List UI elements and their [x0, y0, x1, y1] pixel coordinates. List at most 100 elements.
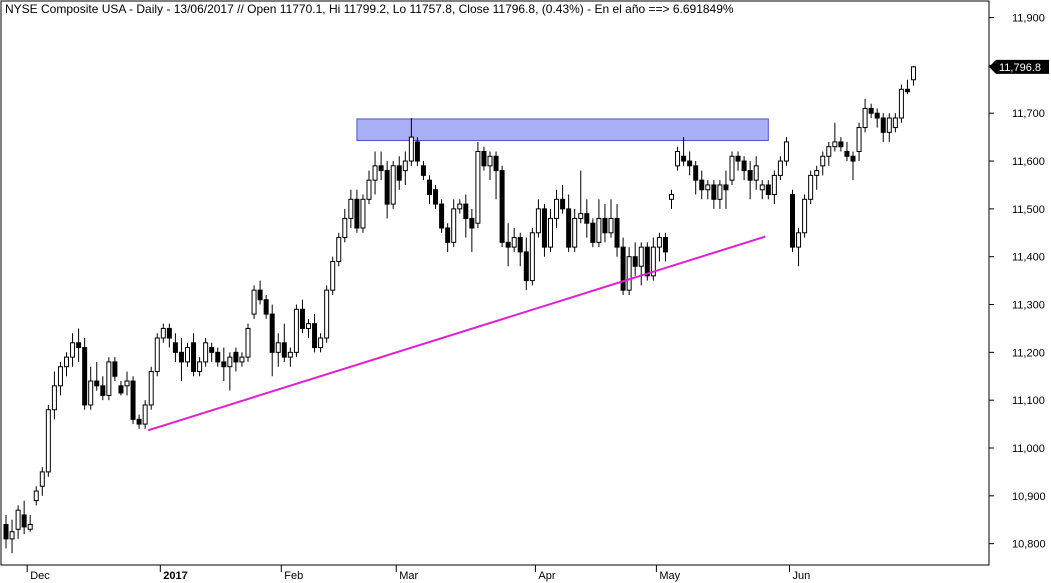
- candle-body-up: [573, 218, 577, 247]
- candle: [131, 376, 135, 424]
- candle: [476, 142, 480, 228]
- candle-body-up: [228, 357, 232, 367]
- candle-body-down: [905, 89, 909, 91]
- candle-body-up: [609, 218, 613, 232]
- candle-body-up: [325, 290, 329, 338]
- candle: [246, 324, 250, 362]
- candle-body-down: [748, 171, 752, 181]
- candle-body-down: [179, 352, 183, 362]
- candle-body-up: [887, 118, 891, 132]
- candle-body-down: [839, 142, 843, 147]
- y-tick-label: 10,900: [1012, 491, 1046, 503]
- candle-body-up: [186, 348, 190, 362]
- candle-body-up: [349, 199, 353, 218]
- candle-body-down: [567, 209, 571, 247]
- candle: [803, 195, 807, 238]
- candle: [155, 333, 159, 376]
- candle-body-up: [833, 142, 837, 147]
- candle-body-up: [246, 328, 250, 357]
- candle-body-down: [633, 257, 637, 267]
- candle-body-down: [591, 223, 595, 242]
- candle-body-down: [131, 381, 135, 419]
- candle-body-down: [77, 343, 81, 348]
- x-tick-label: 2017: [163, 570, 187, 582]
- candle-body-up: [34, 491, 38, 501]
- candle-body-down: [222, 362, 226, 367]
- y-tick-label: 11,400: [1012, 252, 1045, 264]
- candle-body-up: [657, 238, 661, 248]
- candle: [107, 357, 111, 400]
- candle-body-up: [125, 381, 129, 386]
- x-tick-label: Mar: [399, 570, 418, 582]
- candle: [361, 195, 365, 233]
- candle-body-up: [155, 338, 159, 371]
- candle-body-up: [252, 290, 256, 314]
- y-tick-label: 10,800: [1012, 539, 1046, 551]
- candle-body-up: [706, 185, 710, 190]
- candle-body-up: [536, 209, 540, 233]
- candle-body-down: [234, 352, 238, 362]
- candle-body-up: [40, 472, 44, 486]
- candle-body-up: [912, 67, 916, 80]
- resistance-zone: [357, 119, 768, 141]
- candle-body-up: [367, 180, 371, 199]
- candle-body-down: [518, 238, 522, 252]
- candle-body-down: [494, 156, 498, 170]
- candle-body-up: [58, 367, 62, 386]
- chart-title: NYSE Composite USA - Daily - 13/06/2017 …: [5, 2, 734, 16]
- candle-body-up: [772, 175, 776, 194]
- candle-body-up: [809, 175, 813, 199]
- candle-body-down: [736, 156, 740, 161]
- candle-body-down: [791, 195, 795, 248]
- candle-body-down: [192, 343, 196, 372]
- y-tick-label: 11,200: [1012, 347, 1045, 359]
- candle-body-down: [682, 156, 686, 161]
- candle-body-up: [391, 166, 395, 204]
- x-tick-label: Feb: [284, 570, 303, 582]
- candle: [294, 305, 298, 358]
- candle-body-up: [893, 118, 897, 128]
- candle-body-down: [446, 228, 450, 242]
- candle-body-down: [270, 314, 274, 352]
- candle-body-down: [470, 218, 474, 228]
- candle-body-up: [760, 185, 764, 190]
- candle: [143, 400, 147, 429]
- candle: [809, 171, 813, 204]
- candle: [591, 218, 595, 247]
- candle-body-down: [355, 199, 359, 228]
- y-tick-label: 11,900: [1012, 13, 1045, 25]
- candle-body-up: [797, 233, 801, 247]
- candle-body-down: [216, 352, 220, 362]
- candle-body-down: [766, 185, 770, 195]
- candle-body-up: [409, 137, 413, 161]
- candle-body-down: [700, 180, 704, 190]
- candle-body-up: [827, 147, 831, 157]
- candle: [791, 190, 795, 252]
- candle-body-down: [119, 386, 123, 393]
- candle-body-down: [603, 218, 607, 232]
- y-tick-label: 11,000: [1012, 443, 1045, 455]
- candle: [391, 161, 395, 209]
- candle-body-up: [815, 171, 819, 176]
- candle-body-up: [149, 371, 153, 404]
- candle-body-up: [488, 156, 492, 166]
- candle: [500, 166, 504, 247]
- candle-body-up: [198, 362, 202, 372]
- x-tick-label: Jun: [793, 570, 811, 582]
- candle-body-down: [101, 386, 105, 396]
- candle-body-up: [676, 151, 680, 165]
- candle-body-up: [549, 218, 553, 247]
- candle-body-down: [300, 309, 304, 328]
- candle-body-down: [724, 185, 728, 190]
- candle-body-up: [373, 166, 377, 180]
- candle-body-up: [10, 532, 14, 539]
- candle-body-down: [500, 171, 504, 243]
- candle-body-up: [89, 381, 93, 405]
- candle-body-up: [288, 352, 292, 357]
- candle-body-up: [778, 161, 782, 175]
- candle-body-up: [204, 343, 208, 362]
- candle-body-up: [530, 233, 534, 281]
- candle-body-down: [482, 151, 486, 165]
- candle-body-up: [627, 257, 631, 290]
- candle-body-down: [742, 161, 746, 171]
